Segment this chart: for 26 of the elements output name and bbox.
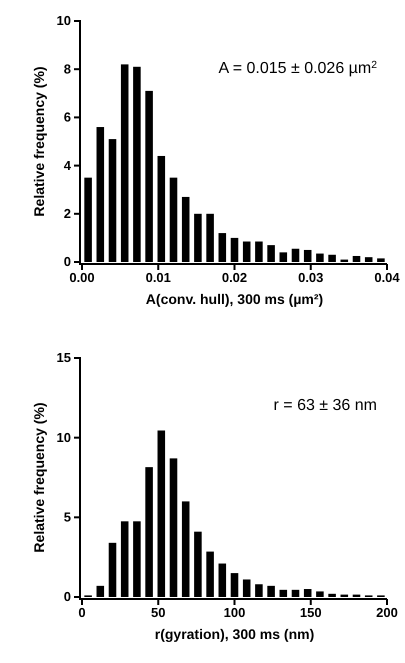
x-tick-label: 0.02 xyxy=(222,270,248,286)
y-tick-label: 2 xyxy=(64,206,71,221)
y-tick-label: 6 xyxy=(64,110,71,125)
y-tick-label: 0 xyxy=(64,254,71,270)
y-tick-label: 15 xyxy=(56,350,71,366)
y-tick-label: 10 xyxy=(56,13,71,28)
y-tick-label: 0 xyxy=(64,589,71,604)
x-tick-label: 200 xyxy=(376,605,398,620)
annotation: A = 0.015 ± 0.026 µm$^{2}$ xyxy=(218,60,378,77)
y-tick-label: 4 xyxy=(64,158,72,173)
x-tick-label: 0.03 xyxy=(298,270,324,286)
y-tick-label: 8 xyxy=(64,61,71,76)
y-tick-label: 10 xyxy=(56,430,71,445)
y-tick-label: 5 xyxy=(64,509,71,524)
x-axis-title: A(conv. hull), 300 ms (µm²) xyxy=(146,291,324,307)
x-tick-label: 0.01 xyxy=(146,270,171,286)
x-tick-label: 0.04 xyxy=(374,270,400,286)
x-axis-title: r(gyration), 300 ms (nm) xyxy=(154,626,314,642)
x-tick-label: 50 xyxy=(151,605,166,620)
x-tick-label: 0.00 xyxy=(69,270,95,286)
y-axis-title: Relative frequency (%) xyxy=(31,402,47,553)
x-tick-label: 0 xyxy=(78,605,86,620)
x-tick-label: 150 xyxy=(300,605,322,620)
y-axis-title: Relative frequency (%) xyxy=(31,66,47,217)
annotation: r = 63 ± 36 nm xyxy=(274,397,377,414)
x-tick-label: 100 xyxy=(224,605,246,620)
